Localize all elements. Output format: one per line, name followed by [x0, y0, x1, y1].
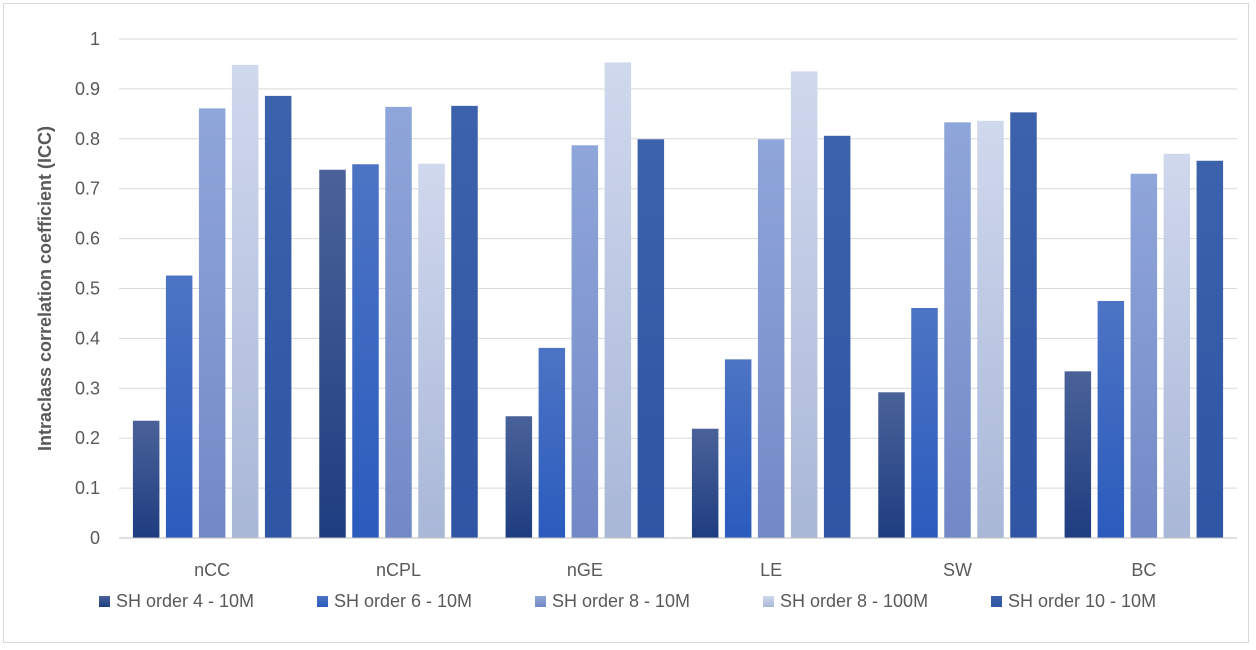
bar: SH order 8 - 100M — LE: 0.935 [790, 71, 818, 538]
bar: SH order 8 - 10M — SW: 0.833 [944, 122, 971, 538]
x-tick-label: nGE [567, 560, 603, 580]
legend-label: SH order 4 - 10M [116, 591, 254, 611]
x-tick-label: nCPL [376, 560, 421, 580]
bar: SH order 8 - 10M — nCPL: 0.864 [385, 106, 412, 538]
bar: SH order 10 - 10M — SW: 0.853 [1010, 112, 1037, 538]
y-tick-label: 0.3 [75, 378, 100, 398]
legend-item: SH order 10 - 10M [991, 591, 1156, 611]
bar: SH order 10 - 10M — BC: 0.756 [1196, 160, 1224, 539]
bar: SH order 6 - 10M — SW: 0.461 [911, 307, 938, 538]
bar: SH order 8 - 100M — nCPL: 0.75 [418, 163, 445, 538]
x-tick-label: BC [1131, 560, 1156, 580]
bar: SH order 6 - 10M — BC: 0.475 [1097, 300, 1125, 538]
bar: SH order 4 - 10M — LE: 0.219 [691, 428, 719, 538]
legend-label: SH order 8 - 100M [780, 591, 928, 611]
legend-item: SH order 8 - 100M [763, 591, 928, 611]
y-axis-title: Intraclass correlation coefficient (ICC) [35, 126, 55, 451]
bar: SH order 8 - 10M — LE: 0.799 [757, 139, 785, 538]
bar: SH order 10 - 10M — nCC: 0.886 [264, 95, 292, 539]
x-tick-label: SW [943, 560, 972, 580]
y-tick-label: 0.1 [75, 478, 100, 498]
legend-swatch [535, 596, 546, 607]
x-tick-label: LE [760, 560, 782, 580]
chart-frame: 0 0.1 0.2 0.3 0.4 0.5 0.6 0.7 0.8 0.9 1 SH order 4 … [3, 3, 1249, 643]
bar: SH order 4 - 10M — BC: 0.334 [1064, 371, 1092, 538]
y-tick-label: 0.4 [75, 328, 100, 348]
legend-label: SH order 6 - 10M [334, 591, 472, 611]
legend-swatch [317, 596, 328, 607]
bar: SH order 10 - 10M — LE: 0.806 [823, 135, 851, 538]
legend-item: SH order 4 - 10M [99, 591, 254, 611]
bar: SH order 8 - 100M — nGE: 0.953 [604, 62, 632, 538]
legend-label: SH order 8 - 10M [552, 591, 690, 611]
bar: SH order 6 - 10M — nCPL: 0.749 [352, 164, 379, 538]
y-tick-label: 0.7 [75, 179, 100, 199]
y-tick-label: 0.5 [75, 279, 100, 299]
bar: SH order 8 - 10M — BC: 0.73 [1130, 173, 1158, 539]
bar: SH order 8 - 100M — BC: 0.77 [1163, 153, 1191, 538]
legend-swatch [763, 596, 774, 607]
bar: SH order 8 - 100M — SW: 0.836 [977, 120, 1004, 538]
legend-item: SH order 6 - 10M [317, 591, 472, 611]
bar-chart: 0 0.1 0.2 0.3 0.4 0.5 0.6 0.7 0.8 0.9 1 SH order 4 … [35, 29, 1237, 611]
legend-swatch [99, 596, 110, 607]
y-tick-label: 0.9 [75, 79, 100, 99]
legend-swatch [991, 596, 1002, 607]
y-tick-label: 1 [90, 29, 100, 49]
bar: SH order 10 - 10M — nGE: 0.799 [637, 139, 665, 538]
bar: SH order 6 - 10M — nGE: 0.381 [538, 347, 566, 538]
bar: SH order 4 - 10M — SW: 0.292 [878, 392, 905, 538]
bar: SH order 4 - 10M — nGE: 0.244 [505, 416, 533, 538]
y-tick-label: 0.8 [75, 129, 100, 149]
y-tick-label: 0.2 [75, 428, 100, 448]
bar: SH order 4 - 10M — nCPL: 0.738 [319, 169, 346, 538]
x-tick-label: nCC [194, 560, 230, 580]
bar: SH order 4 - 10M — nCC: 0.235 [132, 420, 160, 538]
bar: SH order 8 - 10M — nCC: 0.861 [198, 108, 226, 539]
y-tick-label: 0.6 [75, 229, 100, 249]
bar: SH order 8 - 10M — nGE: 0.787 [571, 145, 599, 539]
bar: SH order 6 - 10M — LE: 0.358 [724, 359, 752, 538]
bar: SH order 8 - 100M — nCC: 0.948 [231, 64, 259, 538]
y-tick-label: 0 [90, 528, 100, 548]
bar: SH order 10 - 10M — nCPL: 0.866 [451, 105, 478, 538]
legend-item: SH order 8 - 10M [535, 591, 690, 611]
bar: SH order 6 - 10M — nCC: 0.526 [165, 275, 193, 538]
legend-label: SH order 10 - 10M [1008, 591, 1156, 611]
